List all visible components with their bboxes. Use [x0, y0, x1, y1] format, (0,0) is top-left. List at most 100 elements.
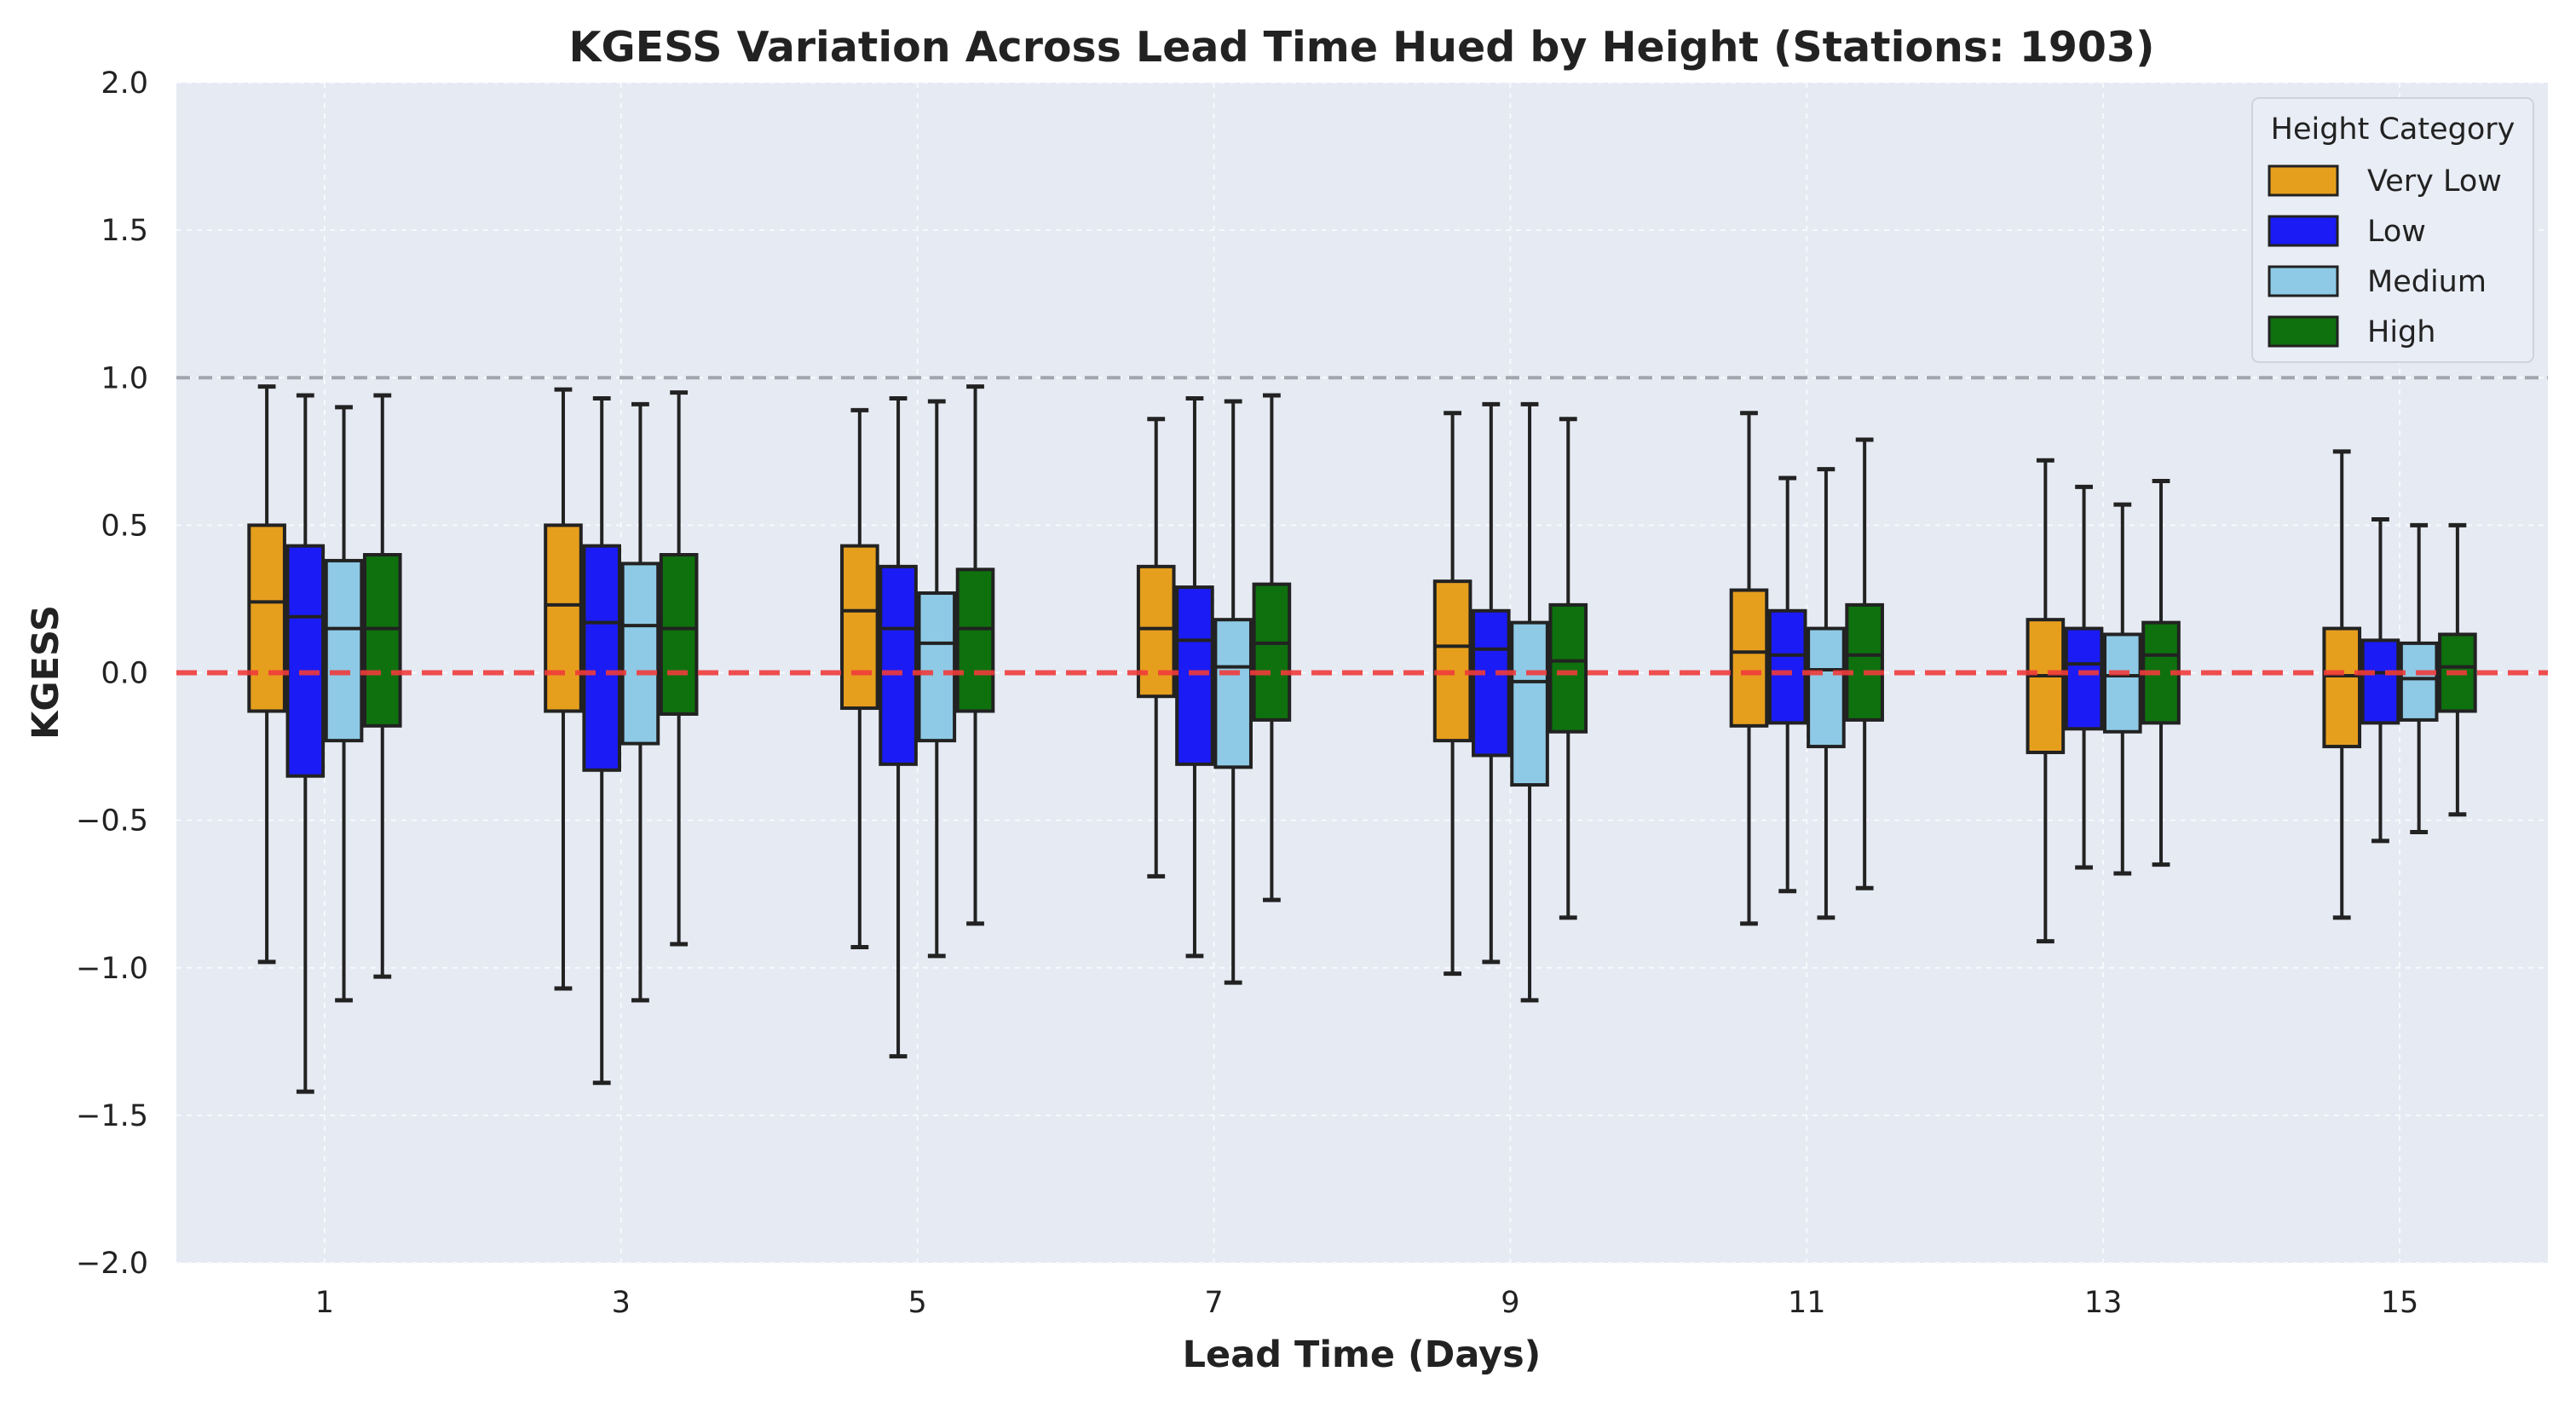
x-axis-label: Lead Time (Days) — [1183, 1334, 1542, 1376]
series-very-low — [247, 384, 2362, 991]
y-tick-label: −1.0 — [76, 952, 148, 986]
box-plot — [2322, 449, 2362, 920]
box-iqr — [1213, 618, 1253, 769]
legend-title: Height Category — [2271, 112, 2515, 147]
box-plot — [917, 399, 957, 959]
box-iqr — [1472, 608, 1511, 758]
box-iqr — [2360, 638, 2400, 725]
box-plot — [1548, 417, 1588, 920]
box-iqr — [285, 544, 326, 778]
x-tick-label: 15 — [2381, 1286, 2419, 1320]
box-iqr — [917, 591, 957, 743]
y-tick-label: 0.0 — [101, 657, 148, 691]
box-iqr — [2026, 618, 2066, 754]
reference-lines — [176, 376, 2548, 676]
box-plot — [1510, 401, 1549, 1003]
y-tick-label: −1.5 — [76, 1099, 148, 1133]
series-low — [285, 393, 2400, 1094]
series-medium — [324, 399, 2439, 1003]
y-axis-ticks: 2.0 1.5 1.0 0.5 0.0 −0.5 −1.0 −1.5 −2.0 — [76, 66, 148, 1281]
box-plot — [285, 393, 326, 1094]
box-plot — [2102, 502, 2142, 876]
x-tick-label: 13 — [2084, 1286, 2123, 1320]
box-plot — [362, 393, 402, 979]
legend-swatch — [2268, 265, 2339, 297]
series-high — [362, 384, 2477, 979]
box-plot — [2026, 458, 2066, 944]
box-plot — [620, 401, 660, 1003]
box-iqr — [1807, 626, 1846, 749]
y-tick-label: 1.5 — [101, 214, 148, 248]
box-iqr — [247, 523, 286, 713]
box-plot — [582, 395, 622, 1086]
box-iqr — [1136, 564, 1176, 699]
box-plot — [955, 384, 995, 926]
box-iqr — [1432, 579, 1472, 743]
y-tick-label: −0.5 — [76, 804, 148, 838]
y-axis-label: KGESS — [25, 605, 67, 740]
box-iqr — [544, 523, 583, 713]
x-tick-label: 9 — [1501, 1286, 1519, 1320]
box-iqr — [955, 568, 995, 713]
box-plot — [1213, 399, 1253, 985]
box-iqr — [1767, 608, 1807, 725]
box-plot — [247, 384, 286, 965]
box-series — [247, 384, 2477, 1094]
box-iqr — [362, 553, 402, 728]
box-iqr — [1548, 602, 1588, 734]
box-iqr — [840, 544, 879, 711]
box-plot — [879, 395, 918, 1059]
box-iqr — [659, 553, 699, 716]
x-axis-ticks: 1 3 5 7 9 11 13 15 — [315, 1286, 2419, 1320]
box-plot — [1807, 467, 1846, 920]
box-plot — [659, 390, 699, 947]
x-tick-label: 7 — [1204, 1286, 1223, 1320]
box-plot — [1252, 393, 1292, 902]
legend-swatch — [2268, 164, 2339, 197]
box-plot — [2360, 516, 2400, 844]
box-plot — [1472, 401, 1511, 965]
legend: Height Category Very Low Low Medium High — [2251, 97, 2534, 363]
x-tick-label: 1 — [315, 1286, 334, 1320]
legend-label: Low — [2367, 215, 2426, 249]
x-tick-label: 5 — [908, 1286, 927, 1320]
box-iqr — [582, 544, 622, 772]
box-plot — [1767, 475, 1807, 894]
box-iqr — [879, 564, 918, 766]
box-iqr — [1175, 585, 1214, 766]
x-tick-label: 3 — [612, 1286, 631, 1320]
box-iqr — [2064, 626, 2104, 731]
box-plot — [2399, 522, 2439, 834]
legend-swatch — [2268, 315, 2339, 348]
box-iqr — [2399, 641, 2439, 722]
box-plot — [324, 405, 364, 1003]
legend-entries: Very Low Low Medium High — [2268, 164, 2502, 349]
box-iqr — [1845, 602, 1884, 722]
box-iqr — [2322, 626, 2362, 749]
box-plot — [1729, 411, 1769, 926]
box-plot — [544, 387, 583, 991]
y-tick-label: −2.0 — [76, 1247, 148, 1281]
legend-label: Medium — [2367, 265, 2487, 299]
box-plot — [2064, 484, 2104, 870]
y-tick-label: 2.0 — [101, 66, 148, 101]
box-iqr — [1252, 582, 1292, 722]
legend-label: Very Low — [2367, 164, 2502, 199]
box-plot — [1432, 411, 1472, 977]
box-iqr — [2102, 632, 2142, 734]
box-plot — [1845, 437, 1884, 890]
y-tick-label: 0.5 — [101, 509, 148, 543]
box-plot — [1136, 417, 1176, 879]
box-iqr — [1729, 588, 1769, 728]
chart-title: KGESS Variation Across Lead Time Hued by… — [568, 23, 2154, 72]
y-tick-label: 1.0 — [101, 361, 148, 395]
box-iqr — [620, 562, 660, 746]
x-tick-label: 11 — [1788, 1286, 1826, 1320]
box-plot — [1175, 395, 1214, 959]
box-iqr — [324, 558, 364, 743]
box-iqr — [1510, 620, 1549, 787]
legend-swatch — [2268, 215, 2339, 247]
box-plot — [840, 407, 879, 950]
